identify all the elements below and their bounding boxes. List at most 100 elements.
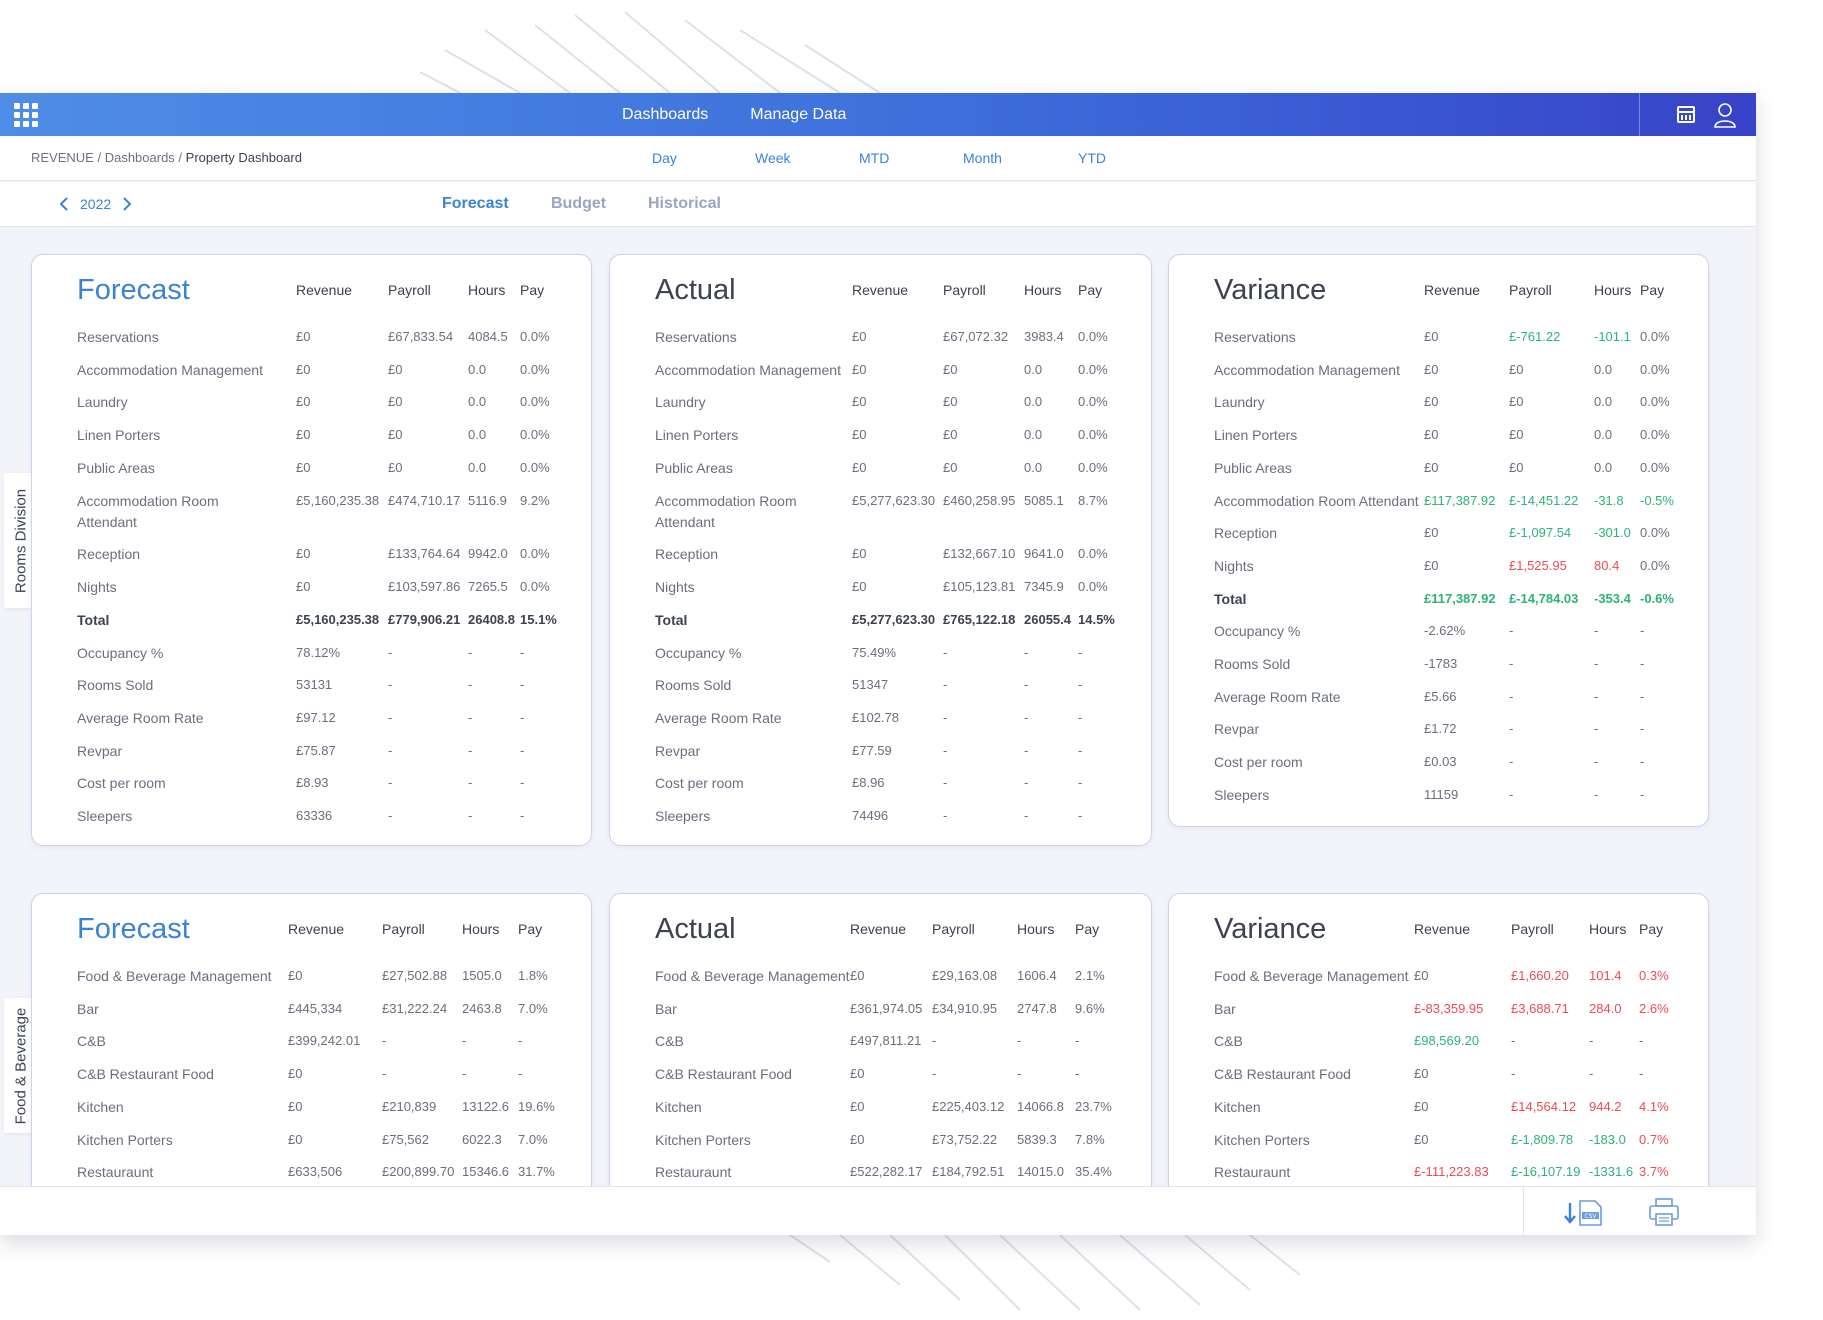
- cell-revenue: £5,277,623.30: [852, 492, 936, 508]
- breadcrumb-dashboards[interactable]: Dashboards: [104, 150, 175, 165]
- cell-revenue: £0: [1424, 329, 1439, 344]
- cell-hours: 14066.8: [1017, 1098, 1064, 1114]
- cell-revenue: 11159: [1424, 786, 1459, 802]
- period-week[interactable]: Week: [755, 150, 791, 166]
- column-header-revenue: Revenue: [850, 921, 907, 937]
- cell-pay: 1.8%: [518, 968, 548, 983]
- cell-payroll: £67,072.32: [943, 329, 1009, 344]
- cell-payroll: -: [943, 742, 948, 758]
- cell-revenue: -1783: [1424, 656, 1458, 671]
- print-icon[interactable]: [1648, 1198, 1680, 1226]
- cell-hours: 15346.6: [462, 1164, 509, 1180]
- cell-pay: 4.1%: [1639, 1098, 1669, 1114]
- row-label: Kitchen: [77, 1098, 124, 1115]
- table-row: Reservations £0 £67,833.54 4084.5 0.0%: [77, 329, 588, 349]
- table-row: Sleepers 11159 - - -: [1214, 787, 1705, 807]
- cell-revenue: £522,282.17: [850, 1164, 923, 1180]
- column-header-pay: Pay: [1075, 921, 1100, 937]
- column-header-payroll: Payroll: [932, 921, 975, 937]
- cell-pay: 0.0%: [520, 394, 550, 410]
- cell-revenue: £0: [850, 968, 865, 983]
- breadcrumb-root[interactable]: REVENUE: [31, 150, 94, 165]
- cell-pay: 0.0%: [520, 546, 550, 562]
- toolbar-divider: [1523, 1187, 1524, 1235]
- top-right-actions: [1639, 93, 1756, 136]
- table-row: C&B Restaurant Food £0 - - -: [655, 1066, 1148, 1086]
- table-row: Cost per room £8.93 - - -: [77, 775, 588, 795]
- period-ytd[interactable]: YTD: [1078, 150, 1106, 166]
- cell-pay: 0.3%: [1639, 968, 1669, 983]
- row-label: Reservations: [655, 329, 737, 345]
- row-label: Average Room Rate: [1214, 688, 1341, 705]
- tab-budget[interactable]: Budget: [551, 195, 607, 212]
- apps-grid-icon[interactable]: [14, 103, 38, 127]
- cell-pay: -: [1640, 754, 1645, 770]
- column-header-payroll: Payroll: [382, 921, 425, 937]
- cell-pay: -: [1639, 1066, 1644, 1082]
- cell-revenue: 53131: [296, 677, 333, 693]
- column-header-pay: Pay: [1078, 282, 1103, 298]
- cell-payroll: £-1,809.78: [1511, 1131, 1574, 1147]
- row-label: Nights: [1214, 557, 1254, 574]
- cell-payroll: £75,562: [382, 1131, 429, 1147]
- table-row: Total £117,387.92 £-14,784.03 -353.4 -0.6%: [1214, 591, 1705, 611]
- nav-dashboards[interactable]: Dashboards: [622, 105, 709, 123]
- cell-pay: 3.7%: [1639, 1164, 1669, 1180]
- chevron-right-icon[interactable]: [120, 196, 134, 212]
- tab-historical[interactable]: Historical: [648, 195, 721, 212]
- cell-hours: 6022.3: [462, 1131, 502, 1147]
- table-row: C&B £98,569.20 - - -: [1214, 1033, 1705, 1053]
- cell-revenue: 51347: [852, 677, 889, 693]
- cell-revenue: £0: [296, 394, 311, 410]
- table-row: Kitchen £0 £210,839 13122.6 19.6%: [77, 1099, 588, 1119]
- row-label: Cost per room: [77, 775, 166, 792]
- row-label: Accommodation Management: [655, 361, 841, 378]
- cell-revenue: 75.49%: [852, 644, 897, 660]
- period-mtd[interactable]: MTD: [859, 150, 890, 166]
- cell-hours: -: [1024, 742, 1029, 758]
- column-header-revenue: Revenue: [1424, 282, 1481, 298]
- cell-revenue: £117,387.92: [1424, 492, 1496, 508]
- cell-hours: -: [1594, 656, 1599, 671]
- tab-forecast[interactable]: Forecast: [442, 195, 509, 212]
- cell-payroll: -: [1509, 623, 1514, 639]
- table-row: Kitchen Porters £0 £75,562 6022.3 7.0%: [77, 1132, 588, 1152]
- nav-manage-data[interactable]: Manage Data: [750, 105, 847, 123]
- cell-revenue: £-111,223.83: [1414, 1164, 1489, 1180]
- row-label: Linen Porters: [77, 427, 161, 444]
- cell-pay: 0.0%: [1078, 579, 1108, 595]
- cell-revenue: £98,569.20: [1414, 1033, 1480, 1049]
- column-header-revenue: Revenue: [296, 282, 353, 298]
- cell-revenue: £0: [288, 1066, 303, 1082]
- card-title: Actual: [655, 274, 736, 306]
- cell-revenue: £0: [1414, 1098, 1429, 1114]
- user-icon[interactable]: [1713, 102, 1737, 128]
- table-row: Restauraunt £-111,223.83 £-16,107.19 -1331.…: [1214, 1164, 1705, 1184]
- table-row: Food & Beverage Management £0 £27,502.88 15…: [77, 968, 588, 988]
- table-row: Kitchen Porters £0 £-1,809.78 -183.0 0.7%: [1214, 1132, 1705, 1152]
- period-month[interactable]: Month: [963, 150, 1002, 166]
- cell-pay: -: [1640, 786, 1645, 802]
- calendar-icon[interactable]: [1677, 106, 1695, 123]
- cell-pay: -: [520, 742, 525, 758]
- table-row: Revpar £77.59 - - -: [655, 743, 1148, 763]
- table-row: Revpar £75.87 - - -: [77, 743, 588, 763]
- row-label: Sleepers: [1214, 786, 1270, 803]
- row-label: Restauraunt: [1214, 1164, 1291, 1181]
- cell-payroll: -: [388, 644, 393, 660]
- period-day[interactable]: Day: [652, 150, 677, 166]
- cell-hours: -1331.6: [1589, 1164, 1634, 1180]
- card-fnb-variance: Variance Revenue Payroll Hours Pay Food & Bev…: [1168, 893, 1709, 1203]
- row-label: Bar: [77, 1000, 99, 1017]
- cell-revenue: £0: [1414, 1066, 1429, 1082]
- csv-download-icon[interactable]: CSV: [1563, 1199, 1605, 1227]
- cell-pay: 0.0%: [1078, 394, 1108, 410]
- row-label: Revpar: [655, 742, 701, 759]
- cell-revenue: 63336: [296, 808, 333, 824]
- cell-payroll: £-14,451.22: [1509, 492, 1579, 508]
- cell-hours: -: [1589, 1066, 1594, 1082]
- cell-hours: -: [1024, 808, 1029, 824]
- chevron-left-icon[interactable]: [57, 196, 71, 212]
- table-row: Kitchen Porters £0 £73,752.22 5839.3 7.8%: [655, 1132, 1148, 1152]
- row-label: Occupancy %: [655, 644, 742, 661]
